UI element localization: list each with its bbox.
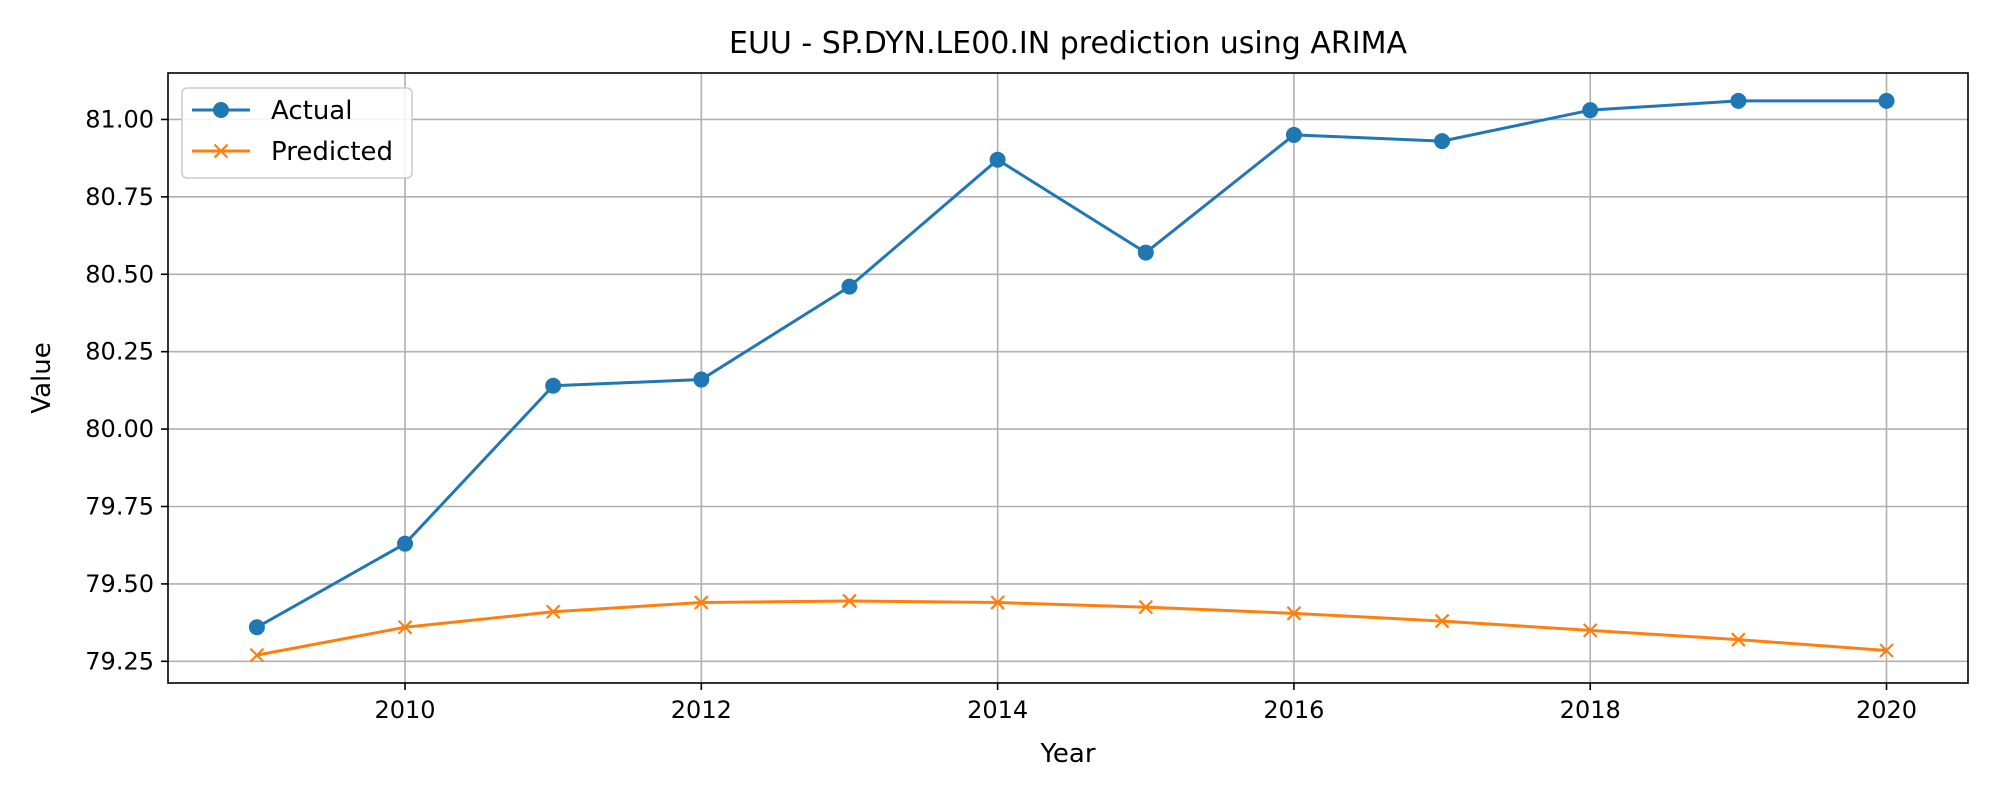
data-point-predicted	[397, 619, 413, 635]
data-point-actual	[693, 371, 710, 388]
data-point-predicted	[990, 595, 1005, 610]
y-tick-label: 80.25	[85, 338, 154, 366]
data-point-actual	[1730, 92, 1747, 109]
x-tick-label: 2010	[374, 696, 435, 724]
data-point-actual	[397, 535, 414, 552]
series-line-predicted	[256, 599, 1887, 657]
x-tick-label: 2016	[1263, 696, 1324, 724]
data-point-actual	[989, 151, 1006, 168]
legend-marker	[213, 143, 229, 159]
data-point-actual	[248, 619, 265, 636]
data-point-actual	[1878, 92, 1895, 109]
data-point-predicted	[1731, 632, 1746, 647]
data-point-predicted	[249, 647, 265, 663]
grid-lines	[168, 73, 1968, 683]
y-axis-label: Value	[27, 342, 57, 413]
data-point-actual	[1137, 244, 1154, 261]
x-axis-ticks: 2010 2012 2014 2016 2018 2020	[374, 683, 1917, 724]
legend-item-predicted: Predicted	[192, 137, 393, 167]
data-point-predicted	[1138, 599, 1154, 615]
data-point-predicted	[1434, 613, 1450, 629]
data-point-predicted	[1582, 623, 1598, 638]
data-point-predicted	[545, 604, 561, 620]
data-point-predicted	[694, 595, 709, 610]
plot-frame	[167, 72, 1969, 684]
legend-label: Predicted	[271, 137, 393, 167]
data-point-actual	[1285, 126, 1302, 143]
data-point-actual	[1582, 102, 1599, 119]
y-axis-ticks: 79.25 79.50 79.75 80.00 80.25 80.50 80.75 81.00	[85, 105, 168, 675]
y-tick-label: 79.50	[85, 570, 154, 598]
legend-marker	[213, 102, 229, 118]
legend: Actual Predicted	[181, 87, 413, 179]
data-point-predicted	[1879, 643, 1894, 658]
x-tick-label: 2012	[671, 696, 732, 724]
y-tick-label: 79.75	[85, 493, 154, 521]
x-tick-label: 2014	[967, 696, 1028, 724]
data-point-actual	[841, 278, 858, 295]
y-tick-label: 80.00	[85, 415, 154, 443]
series-predicted	[249, 593, 1894, 663]
data-point-predicted	[842, 593, 857, 609]
series-actual	[248, 92, 1895, 636]
x-tick-label: 2020	[1856, 696, 1917, 724]
y-tick-label: 80.75	[85, 183, 154, 211]
data-point-actual	[545, 377, 562, 394]
chart-title: EUU - SP.DYN.LE00.IN prediction using AR…	[729, 26, 1407, 61]
series-layer	[248, 92, 1895, 663]
y-tick-label: 79.25	[85, 647, 154, 675]
series-line-actual	[256, 99, 1887, 629]
x-tick-label: 2018	[1560, 696, 1621, 724]
x-axis-label: Year	[1039, 739, 1095, 769]
data-point-predicted	[1286, 606, 1302, 621]
legend-label: Actual	[271, 96, 352, 126]
y-tick-label: 81.00	[85, 105, 154, 133]
data-point-actual	[1434, 133, 1451, 150]
legend-item-actual: Actual	[192, 96, 352, 126]
y-tick-label: 80.50	[85, 260, 154, 288]
